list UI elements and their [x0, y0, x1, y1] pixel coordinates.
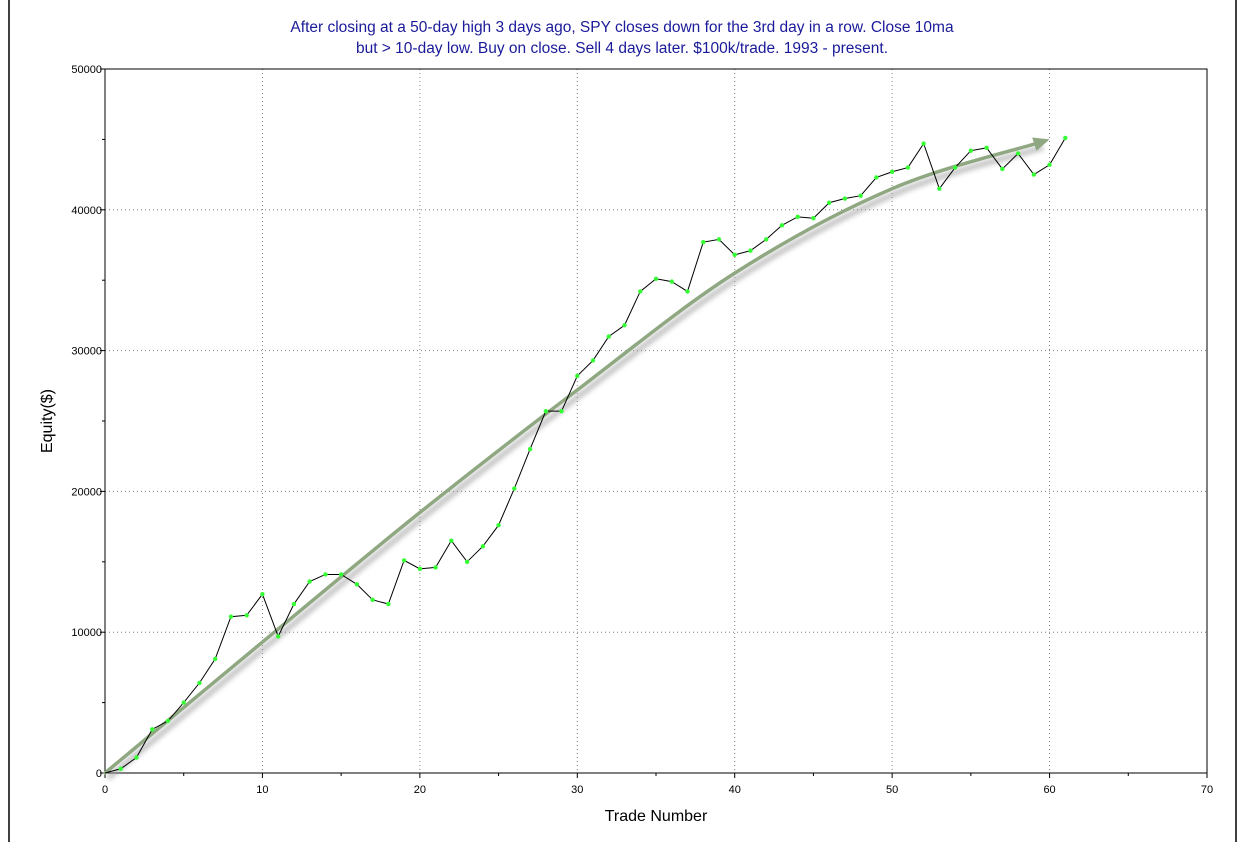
grid — [105, 69, 1207, 773]
y-tick-label: 30000 — [71, 346, 102, 358]
equity-point — [228, 614, 234, 619]
equity-point — [764, 237, 769, 242]
equity-point — [480, 544, 486, 549]
equity-point — [323, 572, 328, 577]
equity-point — [622, 323, 627, 328]
equity-point — [260, 591, 265, 597]
equity-point — [559, 408, 564, 414]
equity-point — [370, 597, 375, 603]
equity-point — [181, 700, 186, 705]
equity-point — [338, 572, 344, 577]
x-tick-label: 0 — [102, 784, 108, 796]
y-tick-label: 10000 — [71, 627, 102, 639]
y-tick-label: 50000 — [71, 64, 102, 76]
x-tick-label: 20 — [414, 784, 426, 796]
plot-area-border — [104, 68, 1208, 774]
equity-point — [165, 718, 171, 724]
equity-point — [748, 248, 753, 253]
x-tick-label: 50 — [886, 784, 898, 796]
x-tick-label: 70 — [1201, 784, 1213, 796]
equity-point — [1015, 151, 1021, 156]
equity-point — [1000, 166, 1005, 172]
equity-point — [952, 165, 958, 170]
equity-point — [653, 276, 659, 281]
y-axis-label: Equity($) — [39, 389, 56, 453]
equity-point — [1031, 172, 1037, 177]
equity-point — [984, 145, 989, 151]
equity-point — [937, 186, 942, 191]
chart-title-line-1: After closing at a 50-day high 3 days ag… — [290, 19, 954, 36]
y-tick-label: 0 — [96, 768, 102, 780]
equity-series — [104, 135, 1068, 774]
equity-point — [213, 656, 218, 662]
equity-point — [685, 289, 690, 294]
equity-point — [921, 141, 926, 146]
x-tick-label: 60 — [1043, 784, 1055, 796]
trend-arrow-shadow — [106, 144, 1044, 781]
equity-point — [575, 373, 580, 379]
trend-arrow-group — [103, 137, 1050, 781]
equity-point — [606, 334, 611, 339]
equity-point — [291, 601, 297, 607]
axes: 0 10 20 30 40 50 60 70 0 10000 20000 30000 40000 5000… — [71, 64, 1213, 796]
equity-line — [104, 137, 1066, 774]
equity-point — [1047, 162, 1052, 167]
equity-point — [968, 148, 974, 153]
equity-point — [464, 559, 470, 564]
x-tick-label: 10 — [256, 784, 268, 796]
equity-point — [716, 237, 722, 242]
y-tick-label: 40000 — [71, 205, 102, 217]
equity-point — [449, 538, 454, 543]
equity-point — [590, 358, 596, 363]
equity-point — [244, 613, 249, 618]
equity-point — [401, 558, 407, 563]
equity-point — [1063, 135, 1068, 141]
equity-point — [307, 579, 312, 584]
equity-point — [669, 279, 674, 284]
equity-point — [275, 634, 281, 639]
equity-point — [905, 165, 911, 170]
equity-point — [638, 289, 643, 294]
equity-point — [842, 196, 848, 201]
equity-point — [417, 566, 423, 572]
equity-point — [826, 200, 832, 205]
trend-arrow-line — [103, 140, 1042, 775]
equity-point — [527, 446, 533, 452]
chart-title-line-2: but > 10-day low. Buy on close. Sell 4 d… — [355, 40, 889, 57]
trend-arrow-head — [1032, 137, 1050, 151]
equity-point — [512, 486, 517, 491]
equity-point — [874, 175, 879, 180]
equity-point — [150, 727, 155, 732]
equity-point — [701, 239, 706, 245]
equity-point — [433, 565, 438, 570]
equity-point — [779, 223, 785, 228]
equity-point — [795, 214, 800, 220]
equity-point — [496, 522, 501, 528]
x-tick-label: 30 — [571, 784, 583, 796]
x-axis-label: Trade Number — [605, 808, 708, 825]
equity-point — [118, 766, 123, 771]
equity-point — [197, 680, 202, 686]
equity-point — [811, 216, 816, 221]
equity-point — [354, 582, 360, 587]
equity-point — [889, 169, 895, 174]
y-tick-label: 20000 — [71, 486, 102, 498]
x-tick-label: 40 — [729, 784, 741, 796]
equity-point — [543, 408, 548, 414]
equity-point — [134, 755, 139, 760]
equity-point — [732, 252, 737, 258]
equity-point — [386, 601, 391, 607]
equity-point — [858, 193, 863, 198]
